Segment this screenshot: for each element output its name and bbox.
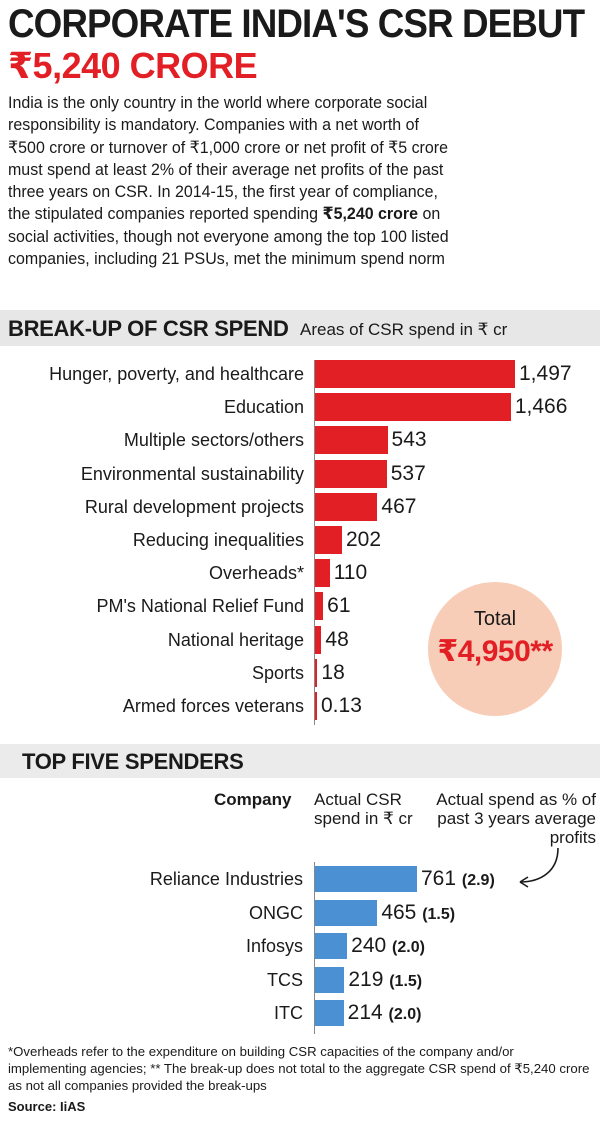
intro-line: companies, including 21 PSUs, met the mi… [8, 249, 445, 269]
bar [315, 899, 378, 926]
top5-header: TOP FIVE SPENDERS [0, 744, 600, 778]
value-label: 61 [327, 594, 351, 618]
intro-paragraph: India is the only country in the world w… [8, 92, 563, 270]
bar [315, 459, 387, 488]
pct-label: (1.5) [389, 972, 423, 990]
value-label: 467 [381, 494, 417, 518]
bar [315, 426, 388, 455]
total-value: ₹4,950** [437, 635, 553, 668]
bar [315, 393, 511, 422]
category-label: Multiple sectors/others [123, 430, 304, 451]
bar [315, 692, 317, 720]
value-label: 1,466 [514, 395, 568, 419]
intro-text: the stipulated companies reported spendi… [8, 204, 323, 224]
company-label: Infosys [245, 936, 303, 956]
value-label: 48 [325, 627, 349, 651]
company-label: TCS [267, 969, 303, 990]
bar [315, 1000, 344, 1026]
total-badge: Total ₹4,950** [428, 582, 562, 716]
category-label: Rural development projects [84, 496, 304, 517]
bar [315, 592, 324, 621]
breakup-heading: BREAK-UP OF CSR SPEND [8, 316, 289, 341]
category-label: Hunger, poverty, and healthcare [49, 364, 304, 384]
spend-value: 761 [421, 867, 462, 890]
bar [315, 360, 515, 388]
total-label: Total [473, 608, 517, 630]
bar [315, 866, 417, 892]
col-pct-header: Actual spend as % of past 3 years averag… [436, 790, 596, 847]
spend-value: 214 [347, 1001, 389, 1024]
breakup-subheading: Areas of CSR spend in ₹ cr [300, 320, 508, 339]
spend-value: 465 [381, 900, 423, 924]
company-label: ONGC [249, 902, 303, 923]
spend-value: 219 [348, 967, 390, 991]
category-label: National heritage [167, 629, 304, 650]
value-label: 465 (1.5) [381, 901, 455, 925]
pct-label: (2.9) [461, 872, 495, 889]
category-label: Reducing inequalities [132, 530, 304, 550]
category-label: Sports [251, 662, 304, 683]
pct-label: (1.5) [422, 905, 456, 923]
value-label: 110 [333, 561, 368, 585]
top5-heading: TOP FIVE SPENDERS [22, 749, 244, 774]
value-label: 537 [390, 461, 426, 485]
value-label: 240 (2.0) [351, 934, 425, 958]
intro-bold-amount: ₹5,240 crore [322, 204, 419, 224]
spend-value: 240 [351, 934, 393, 957]
intro-line: ₹500 crore or turnover of ₹1,000 crore o… [8, 137, 448, 157]
source-credit: Source: IiAS [8, 1099, 86, 1114]
breakup-header: BREAK-UP OF CSR SPEND Areas of CSR spend… [0, 310, 600, 346]
value-label: 219 (1.5) [348, 968, 422, 992]
bar [315, 966, 345, 993]
pct-label: (2.0) [388, 1006, 422, 1023]
bar [315, 492, 378, 521]
category-label: PM's National Relief Fund [96, 596, 304, 617]
value-label: 543 [391, 428, 427, 452]
category-label: Environmental sustainability [80, 463, 304, 484]
pct-label: (2.0) [392, 939, 425, 956]
category-label: Overheads* [208, 563, 304, 584]
col-actual-header: Actual CSR spend in ₹ cr [314, 790, 413, 828]
company-label: Reliance Industries [149, 869, 303, 889]
intro-line: must spend at least 2% of their average … [8, 159, 444, 179]
value-label: 214 (2.0) [348, 1001, 422, 1025]
value-label: 202 [345, 528, 382, 551]
page-title: CORPORATE INDIA'S CSR DEBUT [8, 2, 585, 46]
axis-line [314, 360, 315, 726]
bar [315, 933, 348, 959]
value-label: 761 (2.9) [421, 867, 495, 891]
category-label: Armed forces veterans [122, 696, 304, 716]
headline-amount: ₹5,240 CRORE [8, 45, 258, 86]
bar [315, 658, 318, 687]
col-company-text: Company [214, 790, 292, 809]
bar [315, 559, 330, 588]
col-company-header: Company [214, 790, 291, 809]
value-label: 1,497 [519, 362, 572, 385]
intro-text: on [418, 204, 441, 224]
intro-line: India is the only country in the world w… [8, 93, 428, 112]
intro-line: the stipulated companies reported spendi… [8, 203, 563, 225]
intro-line: social activities, though not everyone a… [8, 226, 449, 246]
company-label: ITC [274, 1003, 303, 1023]
category-label: Education [223, 397, 304, 418]
value-label: 0.13 [321, 694, 362, 717]
intro-line: responsibility is mandatory. Companies w… [8, 115, 419, 135]
bar [315, 526, 342, 554]
footnote: *Overheads refer to the expenditure on b… [8, 1044, 590, 1093]
axis-line [314, 862, 315, 1034]
value-label: 18 [321, 660, 345, 684]
callout-arrow-icon [519, 847, 559, 888]
intro-line: three years on CSR. In 2014-15, the firs… [8, 182, 438, 202]
bar [315, 625, 322, 654]
